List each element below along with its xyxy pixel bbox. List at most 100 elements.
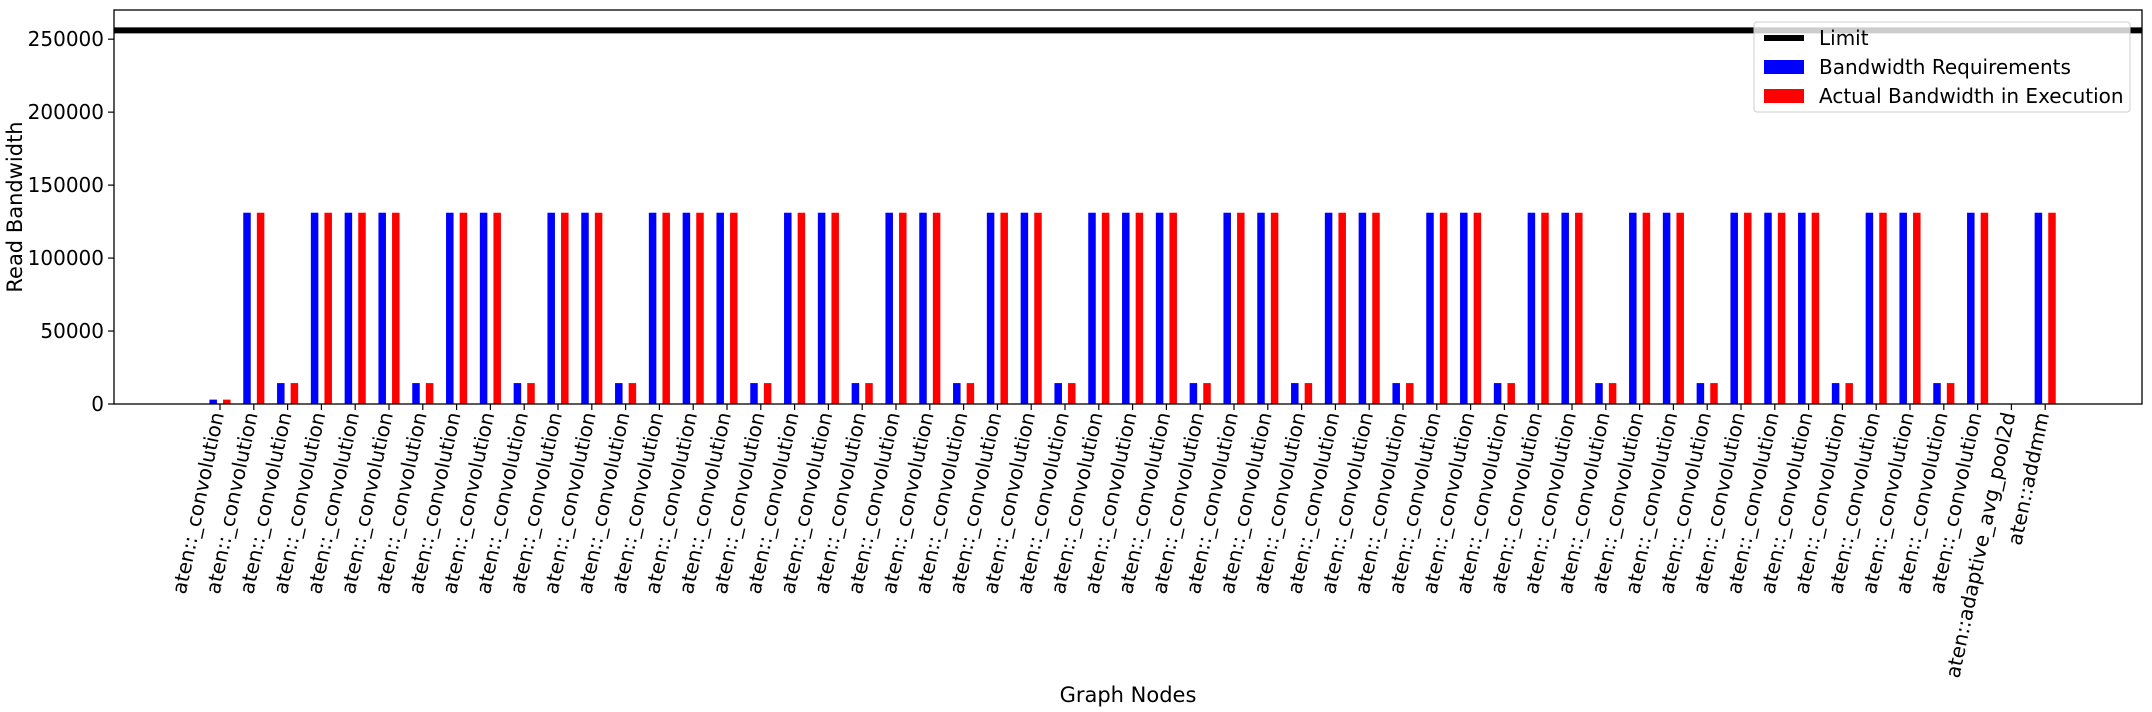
bar-requirement [1865,212,1874,404]
bar-actual [223,399,231,404]
bar-actual [1068,383,1076,404]
bar-requirement [310,212,319,404]
legend-label: Actual Bandwidth in Execution [1819,84,2124,108]
bar-actual [493,212,501,404]
bar-actual [1980,212,1989,404]
legend-swatch [1764,60,1804,74]
x-axis-title: Graph Nodes [1060,683,1197,707]
bar-actual [561,212,569,404]
legend-requirements: Bandwidth Requirements [1764,55,2071,79]
bar-actual [1879,212,1887,404]
bar-requirement [986,212,995,404]
bar-actual [1101,212,1110,404]
bar-actual [1473,212,1482,404]
bar-requirement [1595,383,1603,404]
bar-actual [1811,212,1820,404]
bar-requirement [412,383,420,404]
bar-actual [1913,212,1921,404]
bar-requirement [1662,212,1671,404]
bar-requirement [547,212,555,404]
y-tick-label: 150000 [28,173,104,197]
bar-requirement [648,212,657,404]
bar-requirement [953,383,961,404]
bar-requirement [1189,383,1198,404]
bar-actual [1507,383,1515,404]
bar-actual [1203,383,1211,404]
bar-requirement [581,212,589,404]
bar-actual [1169,212,1177,404]
bar-actual [1710,383,1718,404]
y-tick-label: 0 [91,392,104,416]
bar-requirement [1493,383,1502,404]
bar-actual [1000,212,1008,404]
bar-requirement [716,212,724,404]
bar-requirement [1561,212,1569,404]
bar-actual [1642,212,1651,404]
bar-requirement [1764,212,1772,404]
bar-requirement [1730,212,1738,404]
bar-requirement [750,383,758,404]
bar-requirement [1798,212,1806,404]
bar-requirement [1257,212,1265,404]
bar-requirement [1122,212,1130,404]
bar-actual [324,212,332,404]
bar-requirement [784,212,792,404]
bar-requirement [851,383,860,404]
bar-requirement [1324,212,1333,404]
bar-requirement [243,212,251,404]
bar-requirement [615,383,623,404]
bar-actual [256,212,265,404]
legend-label: Limit [1819,26,1869,50]
bar-requirement [1088,212,1096,404]
legend-limit: Limit [1764,26,1869,50]
bar-requirement [209,399,217,404]
plot-frame [113,9,2143,405]
bars-layer [209,212,2056,404]
bar-actual [797,212,806,404]
bar-requirement [446,212,454,404]
bar-actual [899,212,907,404]
bar-requirement [513,383,522,404]
bar-actual [730,212,738,404]
bar-requirement [378,212,386,404]
bar-actual [2048,212,2056,404]
bar-actual [459,212,468,404]
bar-actual [865,383,873,404]
bar-requirement [1155,212,1164,404]
bar-actual [392,212,400,404]
bar-actual [358,212,366,404]
bar-requirement [1020,212,1029,404]
legend-box [1753,21,2131,113]
bar-requirement [1291,383,1299,404]
bar-requirement [682,212,691,404]
bar-actual [1034,212,1042,404]
bar-requirement [1933,383,1941,404]
bar-actual [1946,383,1955,404]
bar-requirement [1054,383,1062,404]
bar-requirement [479,212,488,404]
bar-actual [1135,212,1144,404]
bar-actual [1304,383,1313,404]
bar-actual [1406,383,1414,404]
bar-actual [1372,212,1380,404]
y-tick-label: 200000 [28,100,104,124]
bar-requirement [1831,383,1840,404]
bar-requirement [344,212,353,404]
bar-actual [1676,212,1684,404]
y-axis: 0 50000 100000 150000 200000 250000 [28,27,114,416]
legend-swatch [1764,89,1804,103]
bar-actual [1608,383,1617,404]
bar-actual [1845,383,1853,404]
bar-actual [1777,212,1786,404]
bar-requirement [1460,212,1468,404]
bar-requirement [1629,212,1637,404]
bar-actual [290,383,299,404]
bar-requirement [1392,383,1400,404]
y-tick-label: 50000 [40,319,104,343]
legend: Limit Bandwidth Requirements Actual Bandwi… [1753,21,2131,113]
bar-actual [1270,212,1279,404]
y-tick-label: 250000 [28,27,104,51]
bar-actual [594,212,603,404]
bar-requirement [817,212,826,404]
